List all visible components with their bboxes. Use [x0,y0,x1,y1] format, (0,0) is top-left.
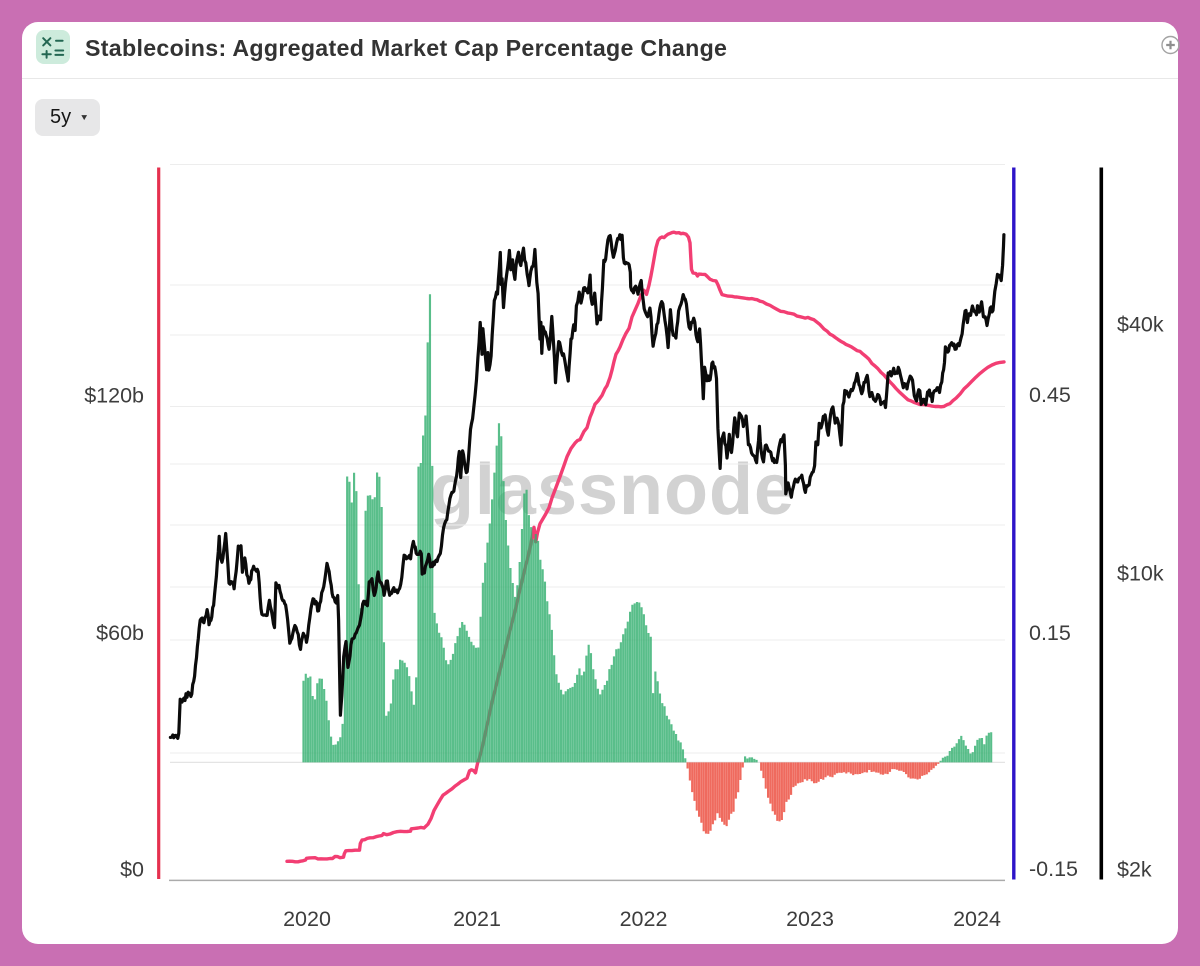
svg-text:$60b: $60b [96,621,144,645]
svg-text:2023: 2023 [786,907,834,931]
svg-text:0.45: 0.45 [1029,383,1071,407]
svg-text:2022: 2022 [620,907,668,931]
svg-text:2021: 2021 [453,907,501,931]
svg-text:$2k: $2k [1117,857,1152,881]
svg-text:2020: 2020 [283,907,331,931]
svg-text:0.15: 0.15 [1029,621,1071,645]
svg-text:$40k: $40k [1117,313,1164,337]
svg-text:2024: 2024 [953,907,1001,931]
svg-text:$120b: $120b [84,383,144,407]
svg-text:$0: $0 [120,857,144,881]
svg-text:$10k: $10k [1117,562,1164,586]
svg-text:-0.15: -0.15 [1029,857,1078,881]
svg-text:glassnode: glassnode [430,450,795,530]
